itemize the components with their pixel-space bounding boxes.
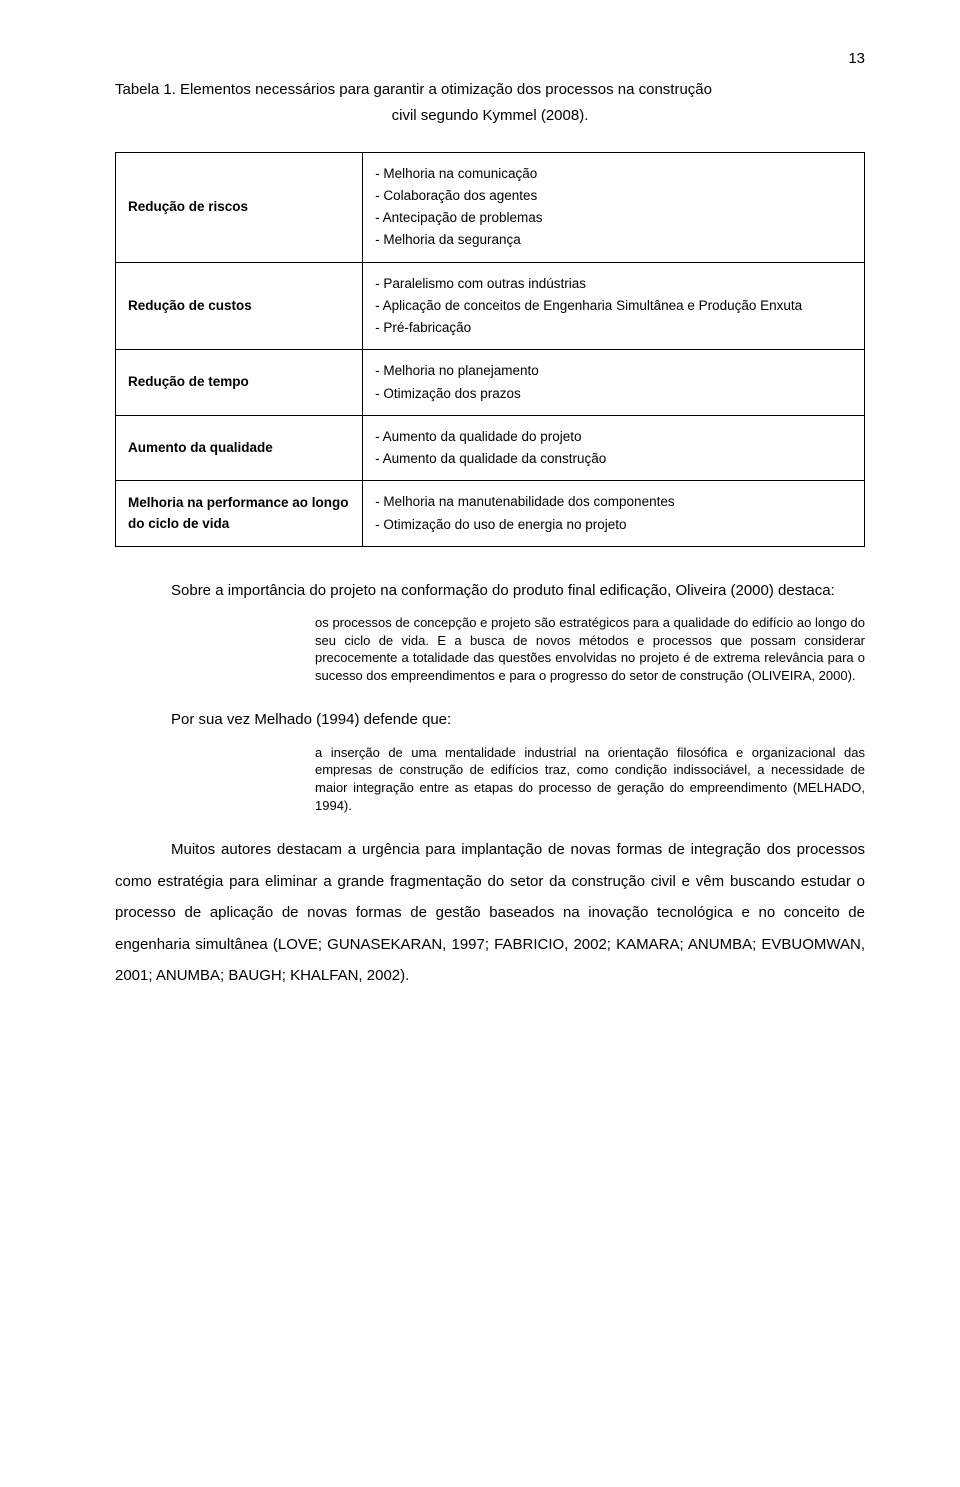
para-importance: Sobre a importância do projeto na confor… [115, 575, 865, 607]
page-number: 13 [115, 48, 865, 71]
row-label: Redução de tempo [116, 350, 363, 416]
list-item: - Paralelismo com outras indústrias [375, 273, 852, 295]
list-item: - Aumento da qualidade do projeto [375, 426, 852, 448]
table-caption-line1: Tabela 1. Elementos necessários para gar… [115, 79, 865, 102]
block-quote-oliveira: os processos de concepção e projeto são … [315, 614, 865, 684]
list-item: - Otimização do uso de energia no projet… [375, 514, 852, 536]
row-items: - Aumento da qualidade do projeto- Aumen… [363, 415, 865, 481]
elements-table: Redução de riscos- Melhoria na comunicaç… [115, 152, 865, 547]
table-row: Redução de tempo- Melhoria no planejamen… [116, 350, 865, 416]
list-item: - Otimização dos prazos [375, 383, 852, 405]
list-item: - Melhoria na comunicação [375, 163, 852, 185]
list-item: - Pré-fabricação [375, 317, 852, 339]
list-item: - Melhoria no planejamento [375, 360, 852, 382]
table-row: Melhoria na performance ao longo do cicl… [116, 481, 865, 547]
row-label: Melhoria na performance ao longo do cicl… [116, 481, 363, 547]
table-row: Redução de custos- Paralelismo com outra… [116, 262, 865, 350]
subhead-melhado: Por sua vez Melhado (1994) defende que: [115, 704, 865, 736]
row-items: - Melhoria na comunicação- Colaboração d… [363, 152, 865, 262]
row-label: Redução de custos [116, 262, 363, 350]
para-authors: Muitos autores destacam a urgência para … [115, 834, 865, 992]
row-label: Aumento da qualidade [116, 415, 363, 481]
table-caption-line2: civil segundo Kymmel (2008). [115, 105, 865, 128]
list-item: - Antecipação de problemas [375, 207, 852, 229]
table-row: Redução de riscos- Melhoria na comunicaç… [116, 152, 865, 262]
list-item: - Aplicação de conceitos de Engenharia S… [375, 295, 852, 317]
row-label: Redução de riscos [116, 152, 363, 262]
block-quote-melhado: a inserção de uma mentalidade industrial… [315, 744, 865, 814]
row-items: - Paralelismo com outras indústrias- Apl… [363, 262, 865, 350]
list-item: - Colaboração dos agentes [375, 185, 852, 207]
list-item: - Melhoria na manutenabilidade dos compo… [375, 491, 852, 513]
row-items: - Melhoria na manutenabilidade dos compo… [363, 481, 865, 547]
table-row: Aumento da qualidade- Aumento da qualida… [116, 415, 865, 481]
list-item: - Melhoria da segurança [375, 229, 852, 251]
list-item: - Aumento da qualidade da construção [375, 448, 852, 470]
row-items: - Melhoria no planejamento- Otimização d… [363, 350, 865, 416]
